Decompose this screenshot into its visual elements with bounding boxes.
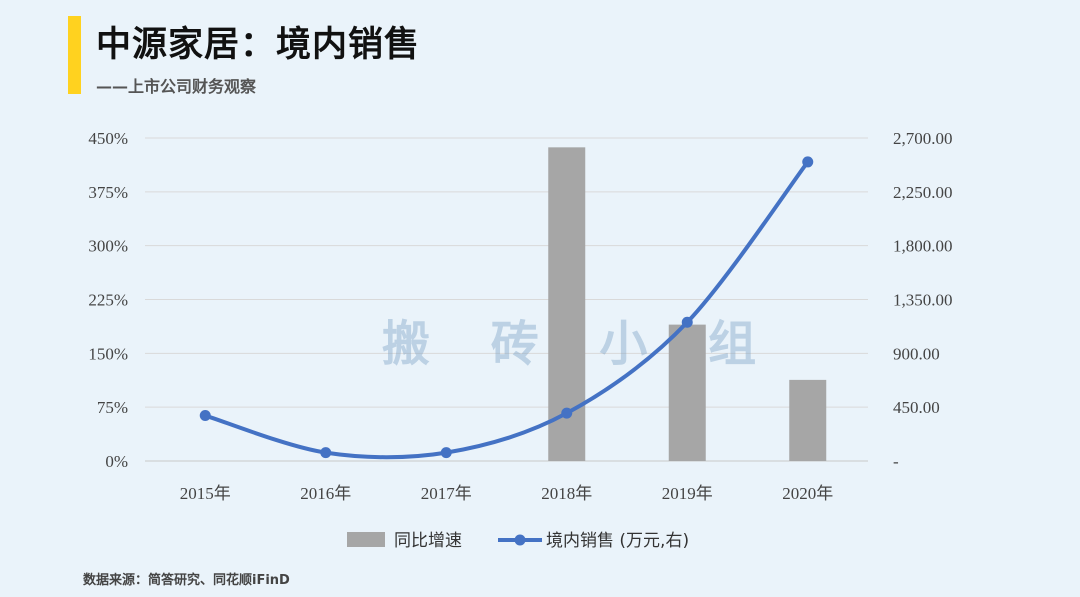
x-axis-tick-label: 2018年 xyxy=(541,484,592,503)
x-axis-tick-label: 2020年 xyxy=(782,484,833,503)
line-point xyxy=(320,447,332,459)
x-axis-tick-label: 2016年 xyxy=(300,484,351,503)
line-point xyxy=(440,447,452,459)
left-axis-tick-label: 450% xyxy=(88,129,128,148)
data-source-note: 数据来源：简答研究、同花顺iFinD xyxy=(83,573,290,588)
bar xyxy=(789,379,827,461)
title-accent-bar xyxy=(68,16,81,94)
legend-line-label: 境内销售 (万元,右) xyxy=(546,531,689,551)
right-axis-tick-label: 900.00 xyxy=(893,344,940,363)
left-axis-tick-label: 150% xyxy=(88,344,128,363)
page-subtitle: ——上市公司财务观察 xyxy=(96,77,257,96)
series-line xyxy=(204,160,810,460)
right-axis-tick-label: 1,350.00 xyxy=(893,291,953,310)
chart-line xyxy=(199,156,814,460)
legend-line-marker xyxy=(514,534,526,546)
left-axis-ticks: 0% 75% 150% 225% 300% 375% 450% xyxy=(88,129,128,471)
bar xyxy=(668,324,706,461)
page-title: 中源家居：境内销售 xyxy=(96,25,421,65)
watermark: 搬 砖 小 组 xyxy=(382,316,778,372)
right-axis-tick-label: 2,700.00 xyxy=(893,129,953,148)
left-axis-tick-label: 75% xyxy=(97,398,128,417)
x-axis-tick-label: 2015年 xyxy=(180,484,231,503)
chart-bars xyxy=(548,147,827,461)
right-axis-tick-label: 450.00 xyxy=(893,398,940,417)
right-axis-tick-label: - xyxy=(893,452,899,471)
line-point xyxy=(802,156,814,168)
left-axis-tick-label: 225% xyxy=(88,291,128,310)
left-axis-tick-label: 375% xyxy=(88,183,128,202)
right-axis-tick-label: 2,250.00 xyxy=(893,183,953,202)
chart-legend: 同比增速 境内销售 (万元,右) xyxy=(347,531,689,551)
x-axis-tick-label: 2017年 xyxy=(421,484,472,503)
right-axis-ticks: - 450.00 900.00 1,350.00 1,800.00 2,250.00 2,7… xyxy=(893,129,953,471)
line-point xyxy=(561,407,573,419)
line-point xyxy=(681,316,693,328)
left-axis-tick-label: 0% xyxy=(105,452,128,471)
x-axis-tick-label: 2019年 xyxy=(662,484,713,503)
legend-bar-swatch xyxy=(347,532,385,547)
legend-bar-label: 同比增速 xyxy=(394,531,462,551)
x-axis-ticks: 2015年 2016年 2017年 2018年 2019年 2020年 xyxy=(180,484,834,503)
line-point xyxy=(199,410,211,422)
left-axis-tick-label: 300% xyxy=(88,237,128,256)
chart-grid xyxy=(145,137,868,462)
right-axis-tick-label: 1,800.00 xyxy=(893,237,953,256)
